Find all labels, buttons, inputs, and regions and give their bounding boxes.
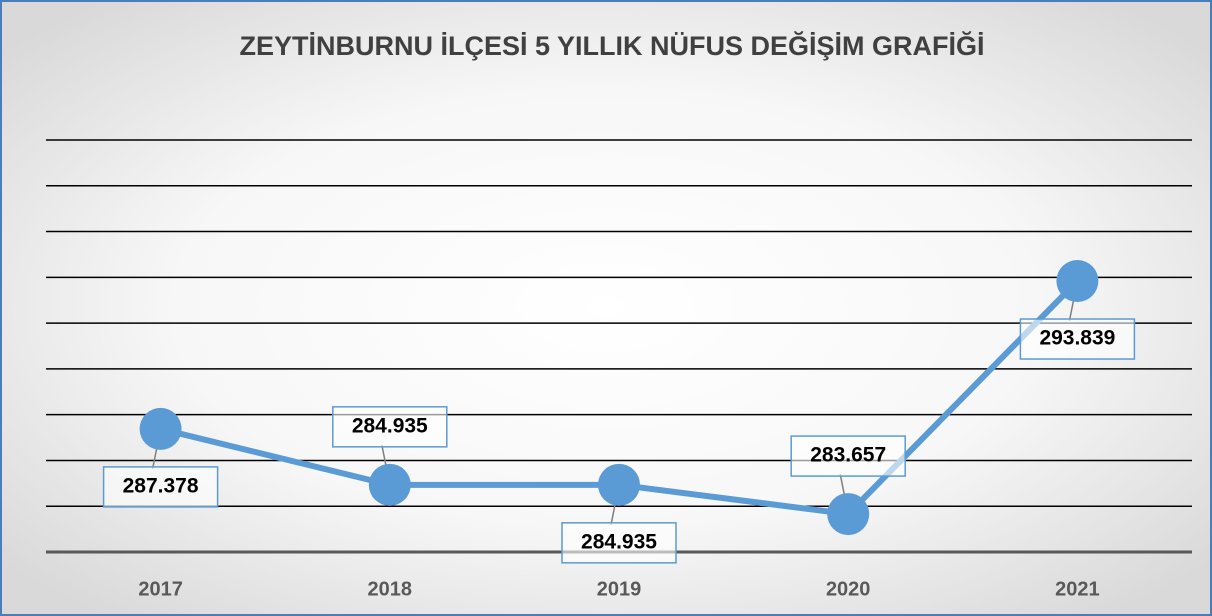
x-tick-label: 2018: [368, 578, 413, 600]
data-label-box: [1019, 318, 1136, 360]
x-tick-label: 2020: [826, 578, 871, 600]
data-point: [368, 463, 411, 506]
data-label: 283.657: [810, 444, 886, 467]
chart-title: ZEYTİNBURNU İLÇESİ 5 YILLIK NÜFUS DEĞİŞİ…: [239, 30, 984, 61]
data-point: [827, 493, 870, 536]
data-label-box: [561, 522, 677, 564]
data-label-box: [332, 406, 448, 448]
data-label-box: [790, 435, 906, 477]
data-label: 293.839: [1039, 327, 1115, 350]
x-tick-label: 2021: [1055, 578, 1100, 600]
x-tick-label: 2017: [138, 578, 183, 600]
data-label-box: [102, 466, 219, 508]
data-label: 284.935: [581, 530, 657, 553]
data-label: 287.378: [123, 474, 199, 497]
x-tick-label: 2019: [597, 578, 642, 600]
data-point: [1056, 260, 1099, 303]
data-label: 284.935: [352, 414, 428, 437]
data-point: [139, 407, 182, 450]
data-point: [598, 463, 640, 506]
